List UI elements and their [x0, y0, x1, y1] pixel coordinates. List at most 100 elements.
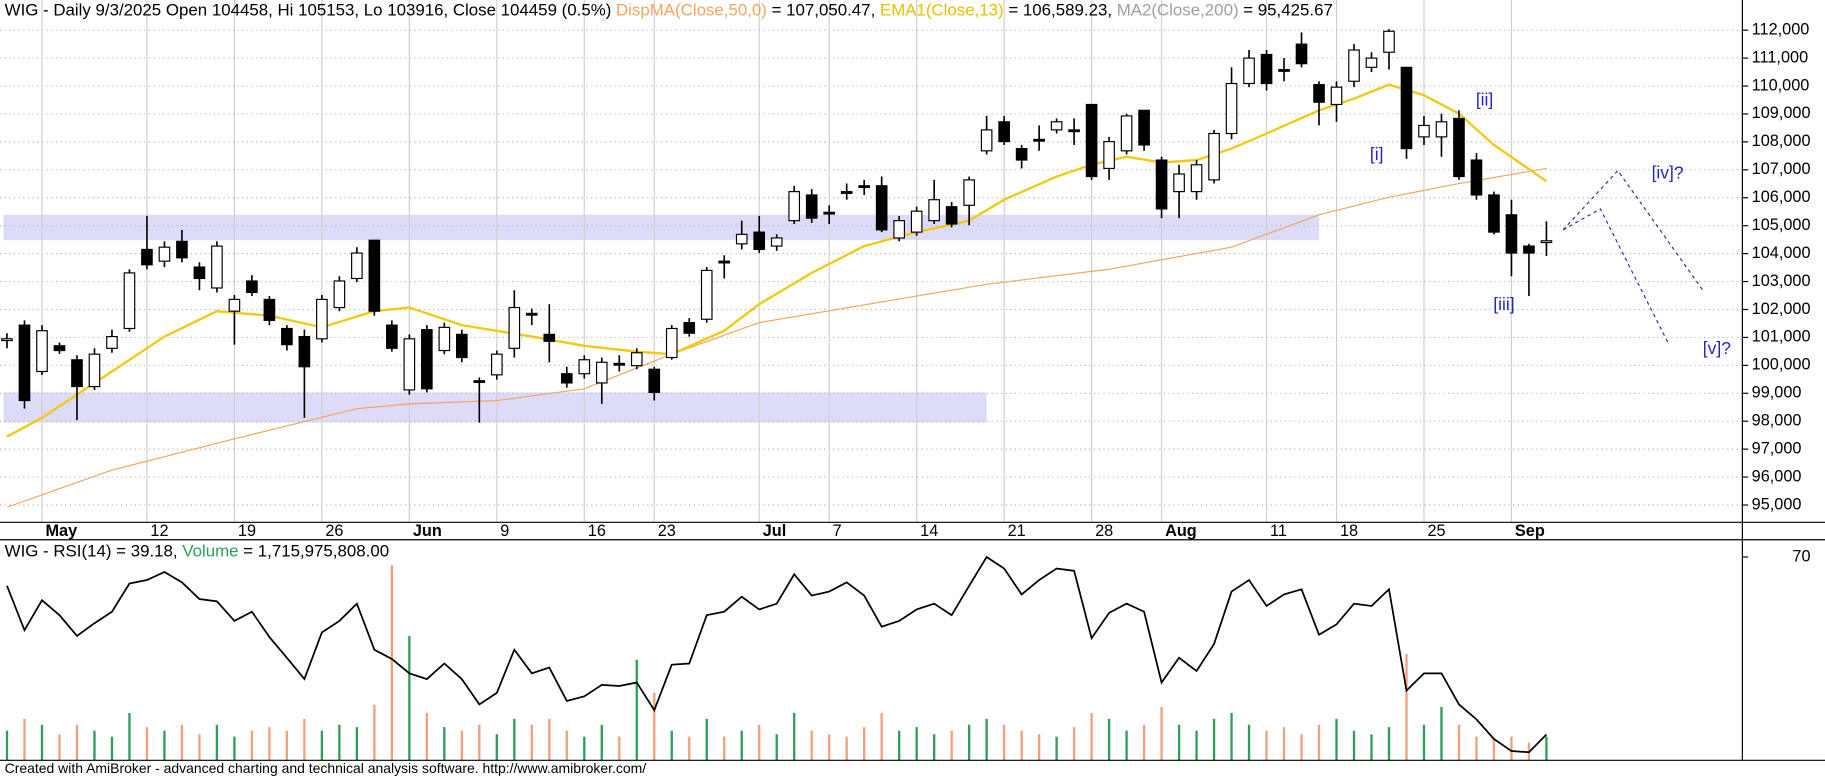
volume-bar — [1440, 707, 1443, 761]
candle-body — [963, 179, 975, 206]
volume-bar — [373, 704, 376, 761]
volume-bar — [215, 724, 219, 761]
x-tick-label: 12 — [150, 522, 168, 540]
volume-bar — [1020, 730, 1023, 761]
volume-bar — [513, 718, 516, 761]
volume-bar — [583, 736, 586, 761]
candle-body — [945, 206, 958, 225]
volume-bar — [1492, 738, 1496, 761]
volume-bar — [250, 730, 254, 761]
candle-body — [928, 199, 940, 222]
volume-bar — [618, 736, 621, 761]
volume-bar — [548, 718, 551, 761]
candle-body — [1015, 148, 1028, 161]
x-tick-label: 16 — [588, 522, 606, 540]
volume-bar — [1282, 727, 1286, 761]
volume-bar — [163, 730, 166, 761]
chart-title: WIG - RSI(14) = 39.18, Volume = 1,715,97… — [5, 542, 389, 561]
volume-bar — [425, 712, 429, 761]
candle-body — [473, 380, 486, 384]
volume-bar — [198, 734, 201, 761]
candle-body — [613, 362, 626, 366]
volume-bar — [460, 730, 463, 761]
volume-bar — [145, 727, 149, 761]
candle-body — [1155, 159, 1168, 210]
candle-body — [1225, 82, 1238, 135]
volume-bar — [1037, 734, 1041, 761]
volume-bar — [740, 730, 743, 761]
title-segment: = 107,050.47, — [767, 1, 880, 20]
candle-body — [176, 240, 188, 259]
candle-body — [753, 231, 766, 251]
title-segment: Volume — [182, 542, 238, 561]
candle-body — [123, 272, 136, 330]
y-tick-label: 101,000 — [1752, 328, 1811, 346]
candle-body — [228, 298, 241, 312]
candle-body — [71, 359, 83, 388]
title-segment: EMA1(Close,13) — [880, 1, 1004, 20]
volume-bar — [443, 727, 446, 761]
price-zone — [3, 214, 1320, 241]
volume-bar — [495, 734, 498, 761]
title-segment: = 106,589.23, — [1004, 1, 1117, 20]
candle-body — [36, 330, 48, 373]
volume-bar — [950, 730, 953, 761]
candle-body — [980, 129, 993, 152]
footer: Created with AmiBroker - advanced charti… — [5, 760, 647, 776]
y-tick-label: 95,000 — [1752, 495, 1802, 513]
candle-body — [788, 191, 801, 222]
y-tick-label: 108,000 — [1752, 132, 1811, 150]
candle-body — [595, 361, 608, 384]
candle-body — [665, 327, 678, 359]
candle-body — [1190, 164, 1203, 193]
zones — [3, 214, 1320, 423]
wave-label: [iv]? — [1652, 163, 1684, 183]
volume-bar — [705, 718, 708, 761]
x-tick-label: Jun — [413, 522, 442, 540]
volume-bar — [793, 712, 796, 761]
candle-body — [805, 194, 818, 219]
candle-body — [508, 306, 521, 349]
y-tick-label: 70 — [1792, 547, 1810, 565]
y-tick-label: 102,000 — [1752, 300, 1811, 318]
candle-body — [1208, 132, 1220, 181]
x-tick-label: 11 — [1270, 522, 1287, 540]
candle-body — [1313, 84, 1325, 103]
volume-bar — [1125, 730, 1128, 761]
volume-bar — [775, 734, 778, 761]
volume-bar — [233, 736, 236, 761]
volume-bar — [408, 636, 411, 761]
candle-body — [543, 333, 556, 342]
volume-bar — [180, 724, 184, 761]
candle-body — [1383, 30, 1395, 53]
candle-body — [735, 233, 748, 245]
wave-label: [iii] — [1493, 294, 1514, 314]
y-tick-label: 99,000 — [1752, 384, 1802, 402]
volume-bars — [5, 565, 1548, 761]
candle-body — [1260, 53, 1273, 85]
volume-bar — [985, 718, 988, 761]
candle-body — [88, 353, 101, 388]
candle-body — [998, 121, 1010, 143]
volume-bar — [478, 724, 481, 761]
volume-bar — [23, 718, 26, 761]
candle-body — [770, 237, 783, 247]
wave-label: [ii] — [1476, 90, 1493, 110]
volume-bar — [320, 730, 324, 761]
volume-bar — [810, 730, 813, 761]
volume-bar — [1055, 736, 1058, 761]
indicator-line — [6, 83, 1548, 438]
candle-body — [421, 329, 433, 390]
volume-bar — [1107, 718, 1111, 761]
candle-body — [648, 368, 661, 394]
volume-bar — [1475, 736, 1478, 761]
x-tick-label: 28 — [1095, 522, 1113, 540]
y-tick-label: 107,000 — [1752, 160, 1811, 178]
volume-bar — [1177, 724, 1181, 761]
wave-label: [i] — [1370, 144, 1384, 164]
volume-bar — [565, 730, 568, 761]
volume-bar — [75, 724, 79, 761]
candle-body — [840, 191, 853, 194]
